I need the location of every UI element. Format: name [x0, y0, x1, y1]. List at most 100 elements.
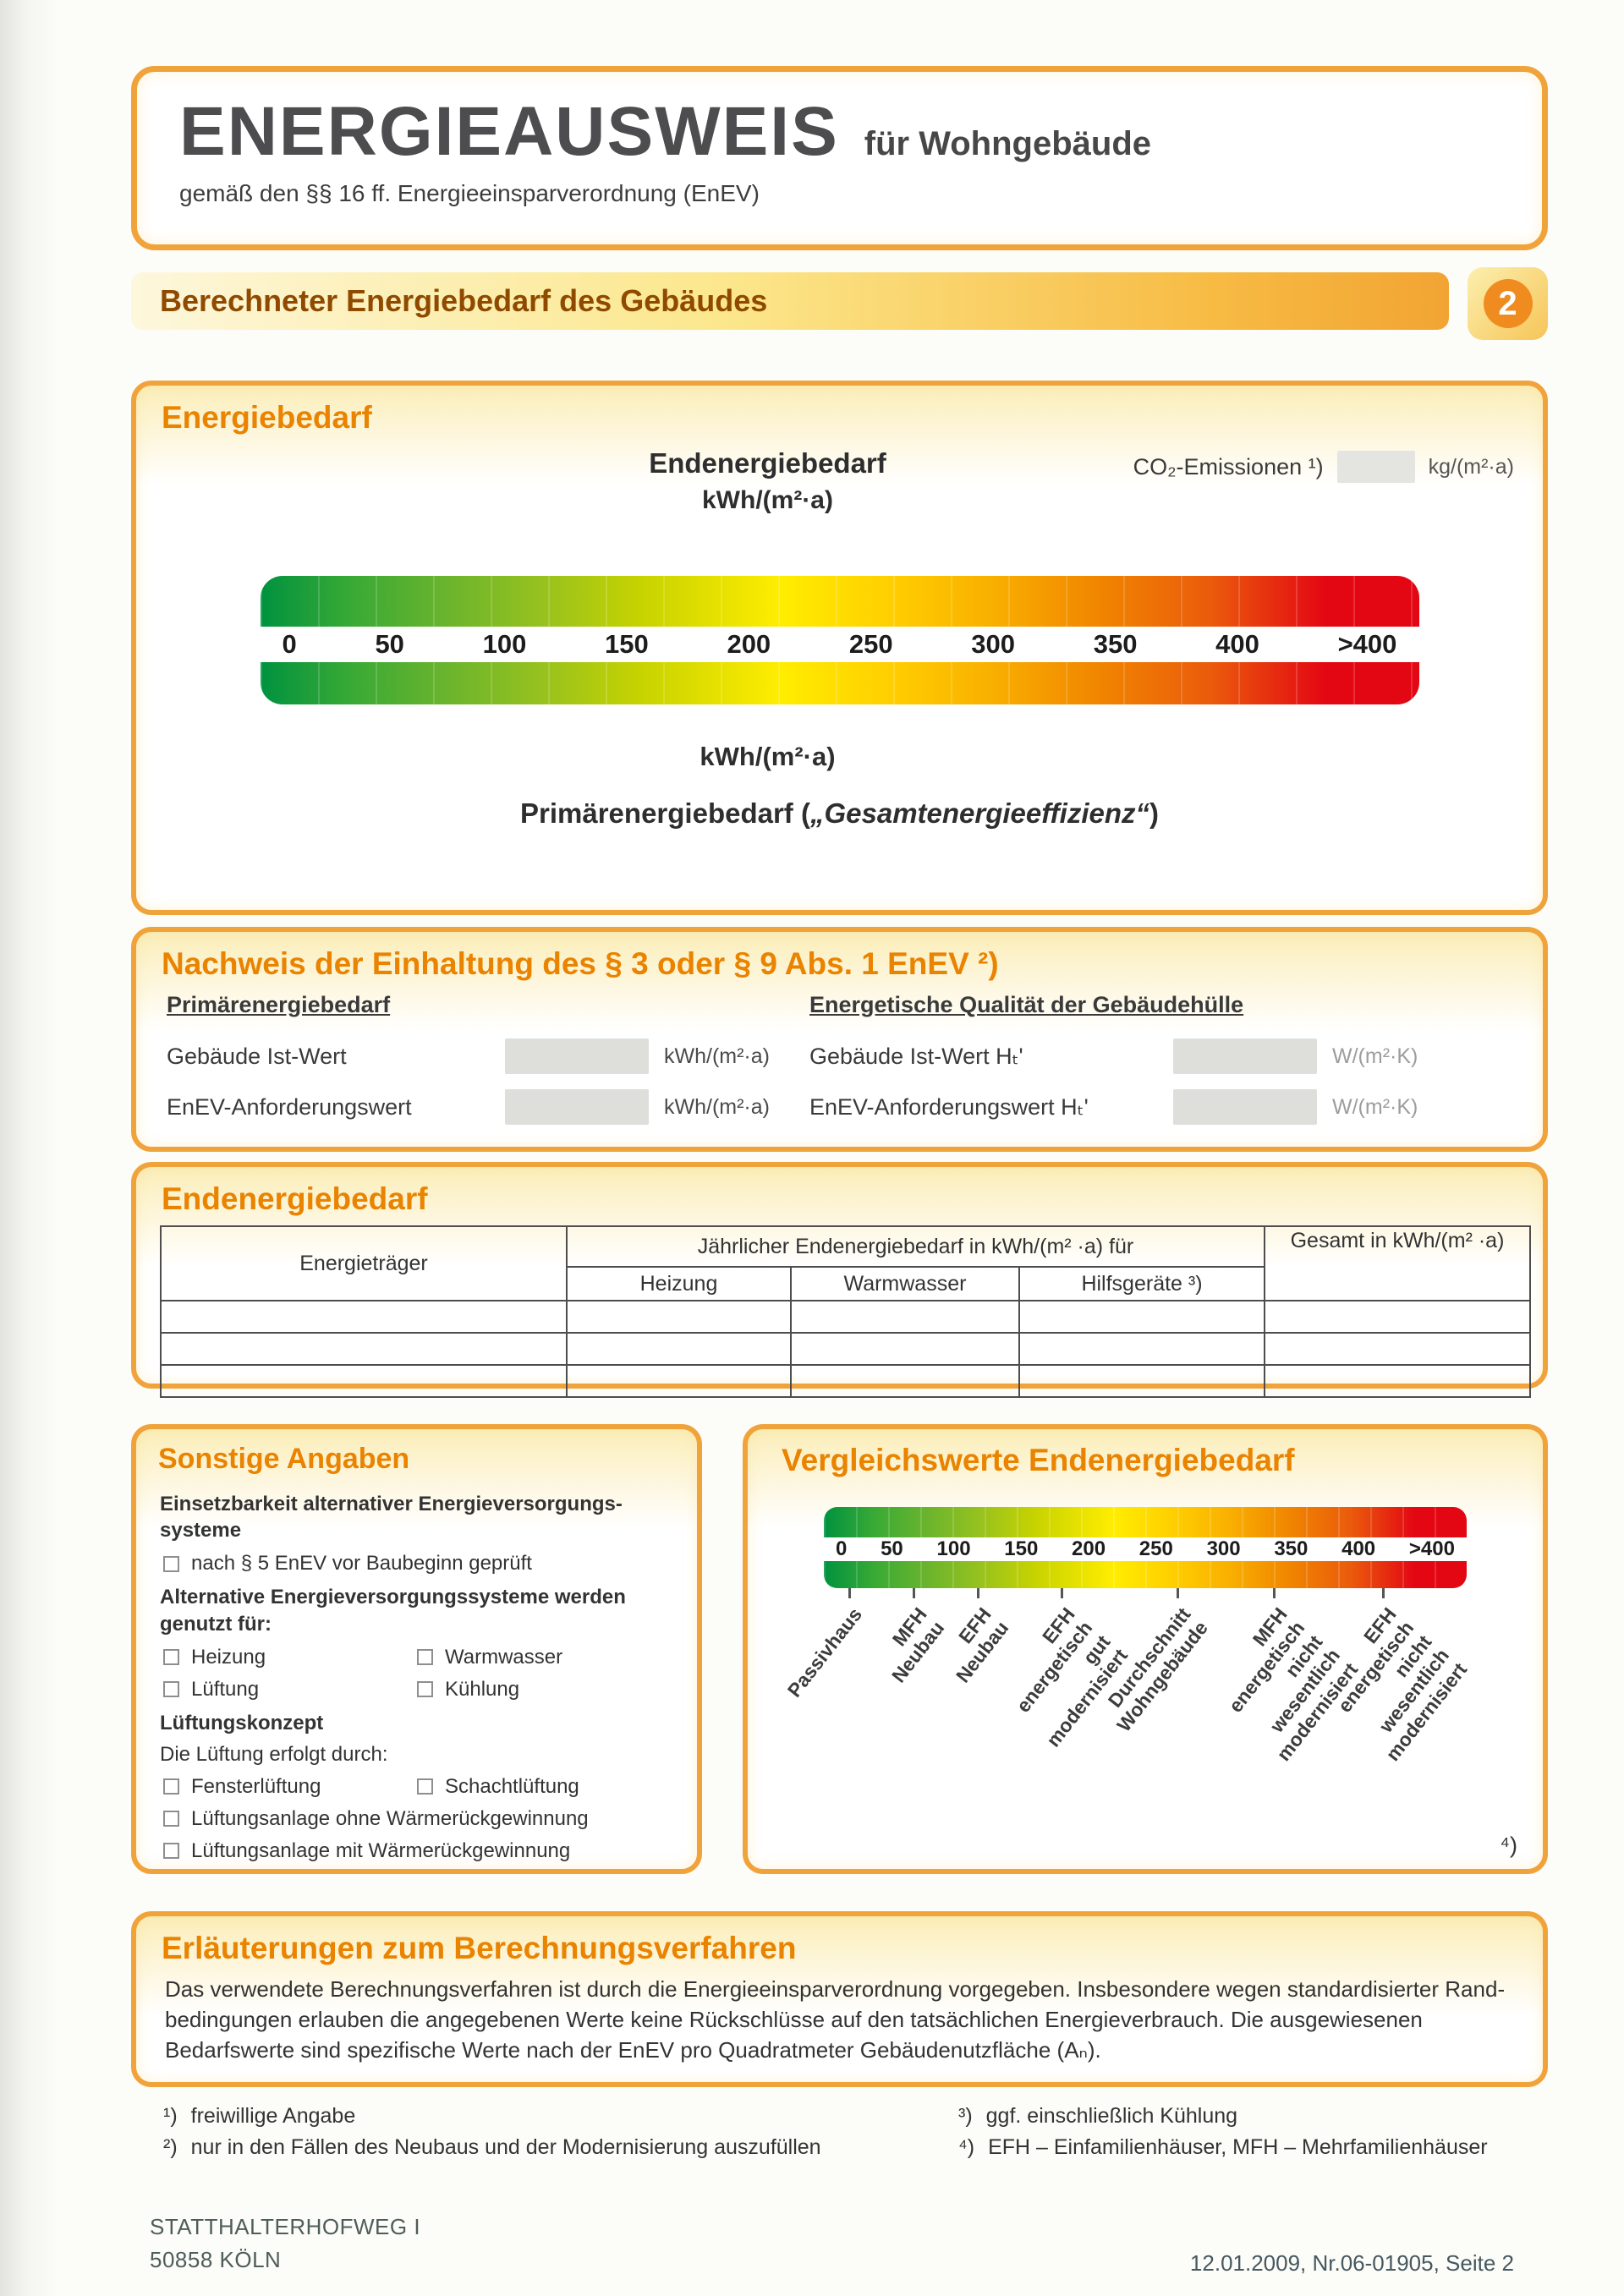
table-cell[interactable]: [160, 1364, 568, 1398]
vg-tick-100: 100: [936, 1537, 971, 1560]
footnote-1-text: freiwillige Angabe: [190, 2104, 356, 2128]
lueftungskonzept-title: Lüftungskonzept: [160, 1711, 324, 1734]
page-content: ENERGIEAUSWEIS für Wohngebäude gemäß den…: [131, 0, 1548, 2277]
primaer-suffix: ): [1149, 797, 1159, 829]
label-efh-gut-modernisiert: EFH energetisch gut modernisiert: [1012, 1603, 1132, 1751]
vg-tick-300: 300: [1206, 1537, 1241, 1560]
vg-tick-400: 400: [1341, 1537, 1376, 1560]
table-cell[interactable]: [790, 1300, 1020, 1334]
vergleich-footnote-mark: ⁴): [1500, 1833, 1517, 1858]
table-cell[interactable]: [566, 1332, 792, 1366]
scale-tick-100: 100: [482, 629, 527, 659]
footer-date-page: 12.01.2009, Nr.06-01905, Seite 2: [1189, 2250, 1514, 2276]
erlaeuterungen-section: Erläuterungen zum Berechnungsverfahren D…: [131, 1911, 1548, 2087]
checkbox-heizung[interactable]: [163, 1649, 179, 1666]
vergleichswerte-heading: Vergleichswerte Endenergiebedarf: [782, 1443, 1295, 1477]
einsetzbarkeit-title: Einsetzbarkeit alternativer Energieverso…: [160, 1493, 623, 1543]
endenergiebedarf-table: Energieträger Jährlicher Endenergiebedar…: [160, 1225, 1531, 1398]
page-title: ENERGIEAUSWEIS: [179, 93, 839, 170]
check-row-ohne-wrg: Lüftungsanlage ohne Wärmerückgewinnung: [160, 1807, 680, 1831]
footnote-3: ³) ggf. einschließlich Kühlung: [958, 2104, 1548, 2129]
checkbox-lueftungsanlage-mit-wrg[interactable]: [163, 1843, 179, 1860]
table-cell[interactable]: [1264, 1300, 1531, 1334]
checkbox-fensterlueftung[interactable]: [163, 1778, 179, 1795]
checkbox-warmwasser[interactable]: [417, 1649, 433, 1666]
endenergiebedarf-label: Endenergiebedarf: [649, 447, 886, 479]
table-cell[interactable]: [566, 1300, 792, 1334]
check-row-lueftung-kuehlung: Lüftung Kühlung: [160, 1678, 680, 1701]
checkbox-nach-para5-geprueft[interactable]: [163, 1555, 179, 1572]
enev-anforderungswert-unit: kWh/(m²·a): [664, 1094, 770, 1119]
footnote-2: ²) nur in den Fällen des Neubaus und der…: [163, 2135, 958, 2160]
checkbox-schachtlueftung-label: Schachtlüftung: [445, 1774, 579, 1798]
label-efh-neubau: EFH Neubau: [951, 1603, 1013, 1687]
page-number: 2: [1483, 279, 1533, 328]
table-row: [160, 1332, 1531, 1366]
enev-anforderungswert-label: EnEV-Anforderungswert: [167, 1093, 412, 1120]
checkbox-heizung-label: Heizung: [191, 1645, 266, 1669]
check-row-baubeginn: nach § 5 EnEV vor Baubeginn geprüft: [160, 1552, 680, 1575]
ist-wert-ht-unit: W/(m²·K): [1332, 1044, 1418, 1068]
check-row-fenster-schacht: Fensterlüftung Schachtlüftung: [160, 1775, 680, 1799]
table-cell[interactable]: [790, 1332, 1020, 1366]
nachweis-heading: Nachweis der Einhaltung des § 3 oder § 9…: [162, 946, 999, 981]
scale-tick-200: 200: [727, 629, 771, 659]
vg-tick-0: 0: [836, 1537, 848, 1560]
table-cell[interactable]: [566, 1364, 792, 1398]
checkbox-schachtlueftung[interactable]: [417, 1778, 433, 1795]
ist-wert-ht-field[interactable]: [1173, 1038, 1317, 1074]
gebaeude-ist-wert-label: Gebäude Ist-Wert: [167, 1043, 347, 1069]
co2-value-field[interactable]: [1336, 451, 1415, 483]
gebaeudehuelle-column-heading: Energetische Qualität der Gebäudehülle: [809, 992, 1244, 1017]
table-cell[interactable]: [160, 1332, 568, 1366]
page-number-badge: 2: [1468, 267, 1548, 340]
footer-address-line2: 50858 KÖLN: [150, 2247, 282, 2272]
checkbox-nach-para5-label: nach § 5 EnEV vor Baubeginn geprüft: [191, 1552, 532, 1575]
primaerenergiebedarf-column: Primärenergiebedarf Gebäude Ist-Wert kWh…: [167, 992, 809, 1140]
banner-row: Berechneter Energiebedarf des Gebäudes 2: [131, 267, 1548, 340]
scale-tick-350: 350: [1093, 629, 1138, 659]
vergleich-scale-ticks: 0 50 100 150 200 250 300 350 400 >400: [824, 1537, 1467, 1561]
checkbox-lueftung[interactable]: [163, 1681, 179, 1698]
vergleichswerte-section: Vergleichswerte Endenergiebedarf 0 50 10…: [743, 1424, 1548, 1874]
checkbox-warmwasser-label: Warmwasser: [445, 1645, 563, 1669]
footnote-2-mark: ²): [163, 2135, 178, 2159]
scale-tick-over-400: >400: [1337, 629, 1397, 659]
vergleich-scale-bar: 0 50 100 150 200 250 300 350 400 >400: [824, 1507, 1467, 1588]
gebaeude-ist-wert-row: Gebäude Ist-Wert kWh/(m²·a): [167, 1038, 809, 1074]
co2-unit: kg/(m²·a): [1428, 454, 1514, 479]
enev-anforderungswert-field[interactable]: [505, 1089, 649, 1125]
table-cell[interactable]: [160, 1300, 568, 1334]
checkbox-ohne-wrg-label: Lüftungsanlage ohne Wärmerückgewinnung: [191, 1806, 589, 1830]
footnote-1-mark: ¹): [163, 2104, 178, 2128]
table-cell[interactable]: [1018, 1332, 1265, 1366]
lower-two-column-row: Sonstige Angaben Einsetzbarkeit alternat…: [131, 1424, 1548, 1874]
endenergiebedarf-heading: Endenergiebedarf: [162, 1181, 428, 1216]
checkbox-lueftungsanlage-ohne-wrg[interactable]: [163, 1811, 179, 1827]
page-subtitle: gemäß den §§ 16 ff. Energieeinsparverord…: [179, 180, 760, 206]
table-cell[interactable]: [1018, 1364, 1265, 1398]
gebaeude-ist-wert-field[interactable]: [505, 1038, 649, 1074]
col-hilfsgeraete: Hilfsgeräte ³): [1018, 1266, 1265, 1301]
title-row: ENERGIEAUSWEIS für Wohngebäude: [179, 97, 1508, 167]
table-cell[interactable]: [790, 1364, 1020, 1398]
endenergiebedarf-section: Endenergiebedarf Energieträger Jährliche…: [131, 1162, 1548, 1398]
checkbox-kuehlung[interactable]: [417, 1681, 433, 1698]
vg-tick-350: 350: [1274, 1537, 1309, 1560]
alternative-systeme-title: Alternative Energieversorgungssysteme we…: [160, 1586, 626, 1636]
checkbox-mit-wrg-label: Lüftungsanlage mit Wärmerückgewinnung: [191, 1838, 571, 1862]
footnote-4-text: EFH – Einfamilienhäuser, MFH – Mehrfamil…: [988, 2135, 1488, 2159]
table-cell[interactable]: [1264, 1332, 1531, 1366]
scale-tick-50: 50: [375, 629, 404, 659]
col-gesamt: Gesamt in kWh/(m² ·a): [1264, 1225, 1531, 1301]
sonstige-angaben-body: Einsetzbarkeit alternativer Energieverso…: [136, 1481, 697, 1863]
label-mfh-neubau: MFH Neubau: [886, 1603, 949, 1687]
anforderungswert-ht-field[interactable]: [1173, 1089, 1317, 1125]
table-cell[interactable]: [1018, 1300, 1265, 1334]
erlaeuterungen-heading: Erläuterungen zum Berechnungsverfahren: [162, 1931, 797, 1965]
header-box: ENERGIEAUSWEIS für Wohngebäude gemäß den…: [131, 66, 1548, 250]
footnote-4-mark: ⁴): [958, 2135, 975, 2159]
check-row-mit-wrg: Lüftungsanlage mit Wärmerückgewinnung: [160, 1839, 680, 1863]
table-cell[interactable]: [1264, 1364, 1531, 1398]
footnote-3-mark: ³): [958, 2104, 973, 2128]
